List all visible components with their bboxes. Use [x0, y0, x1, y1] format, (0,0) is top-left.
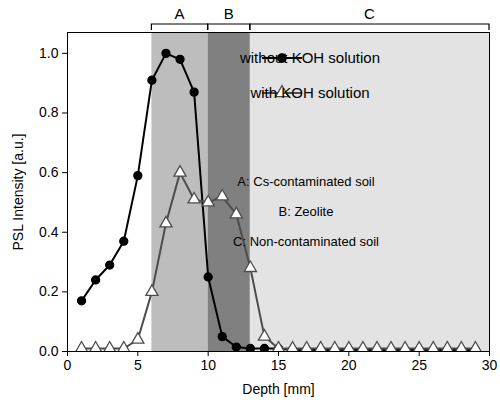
svg-text:0.0: 0.0 [39, 343, 59, 359]
svg-text:C: Non-contaminated soil: C: Non-contaminated soil [233, 234, 379, 249]
svg-text:0.4: 0.4 [39, 224, 59, 240]
svg-text:1.0: 1.0 [39, 45, 59, 61]
svg-text:0.2: 0.2 [39, 283, 59, 299]
svg-text:B: B [224, 5, 234, 22]
svg-text:0.8: 0.8 [39, 104, 59, 120]
svg-text:PSL Intensity [a.u.]: PSL Intensity [a.u.] [10, 134, 26, 251]
svg-text:20: 20 [341, 357, 357, 373]
svg-text:without KOH solution: without KOH solution [239, 49, 380, 66]
svg-text:0: 0 [64, 357, 72, 373]
svg-text:with KOH solution: with KOH solution [249, 84, 369, 101]
svg-text:0.6: 0.6 [39, 164, 59, 180]
svg-text:15: 15 [271, 357, 287, 373]
svg-text:A: A [175, 5, 185, 22]
svg-text:Depth [mm]: Depth [mm] [242, 381, 314, 397]
svg-text:30: 30 [482, 357, 498, 373]
svg-text:5: 5 [134, 357, 142, 373]
svg-text:10: 10 [200, 357, 216, 373]
svg-text:25: 25 [411, 357, 427, 373]
svg-text:C: C [364, 5, 375, 22]
svg-text:A: Cs-contaminated soil: A: Cs-contaminated soil [237, 174, 374, 189]
svg-text:B: Zeolite: B: Zeolite [279, 204, 334, 219]
